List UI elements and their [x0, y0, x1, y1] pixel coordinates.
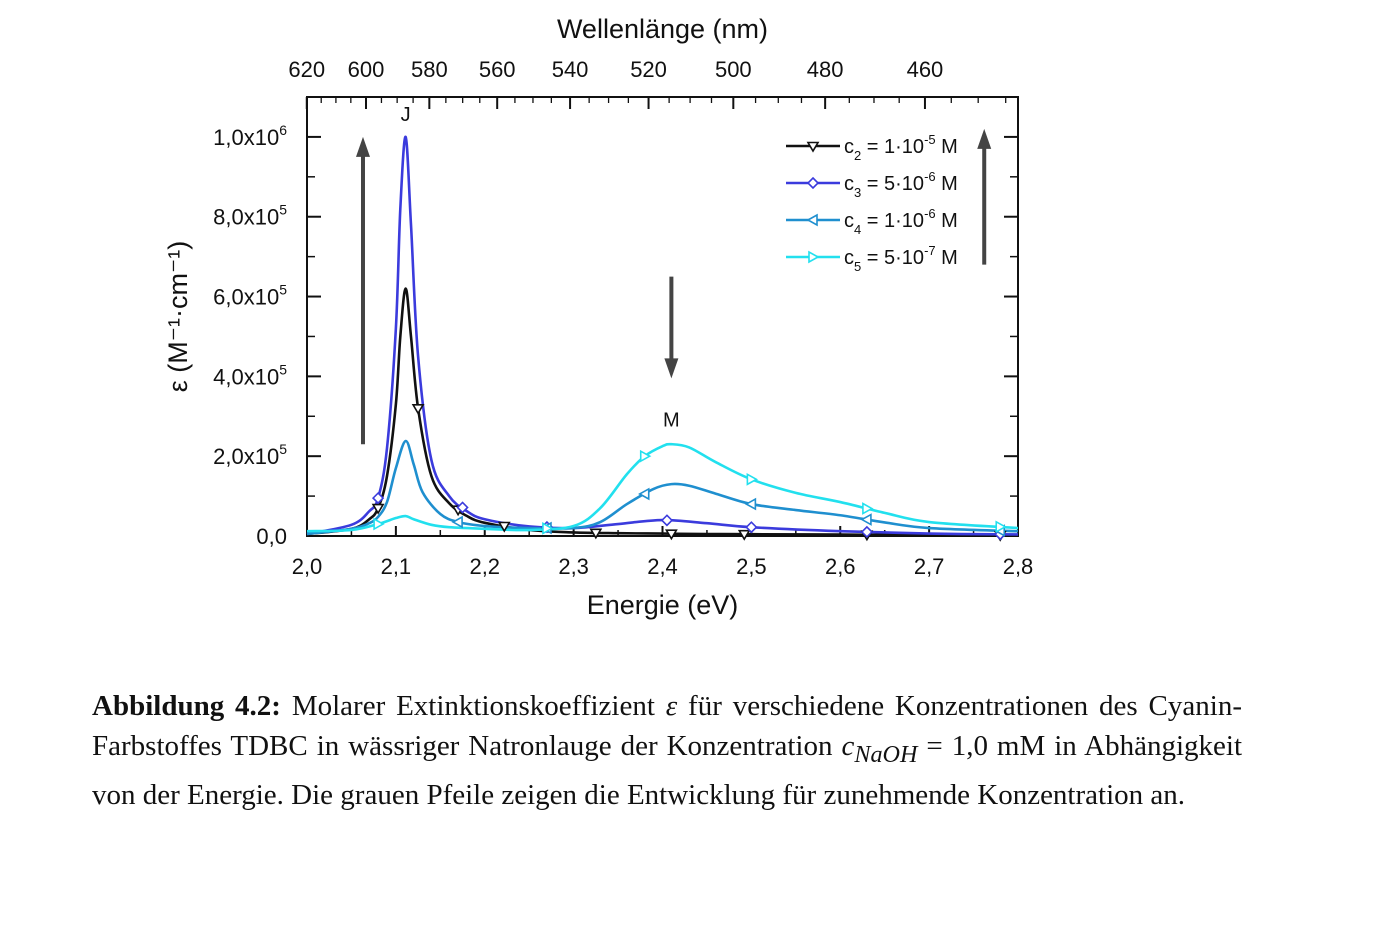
caption-text-3: = 1,0 mM in Abhängigkeit von der Energie… [92, 730, 1243, 811]
series-marker [660, 514, 674, 527]
series-line [306, 442, 1019, 533]
y-tick-label: 4,0x105 [213, 361, 287, 389]
x-axis-title: Energie (eV) [587, 590, 739, 620]
caption-epsilon-symbol: ε [665, 690, 678, 722]
top-tick-label: 600 [348, 57, 385, 82]
top-tick-label: 480 [807, 57, 844, 82]
series-marker [456, 501, 469, 514]
legend-entry: c3 = 5·10-6 M [844, 169, 958, 200]
extinction-chart: 2,0 2,1 2,2 2,3 2,4 2,5 2,6 2,7 2,8 0,0 2,0x105 4,0… [163, 14, 1034, 620]
legend-marker [806, 141, 820, 153]
series-marker [746, 472, 759, 486]
series-marker [542, 522, 554, 535]
series-marker [862, 502, 874, 515]
series-marker [639, 449, 652, 463]
top-tick-label: 460 [907, 57, 944, 82]
figure-caption: Abbildung 4.2: Molarer Extinktionskoeffi… [92, 686, 1242, 815]
series-marker [373, 517, 385, 531]
top-tick-label: 500 [715, 57, 752, 82]
x-tick-label: 2,4 [647, 554, 678, 579]
arrow-head [664, 358, 679, 379]
top-tick-label: 580 [411, 57, 448, 82]
x-tick-label: 2,1 [381, 554, 412, 579]
x-tick-label: 2,8 [1003, 554, 1034, 579]
top-tick-label: 620 [288, 57, 325, 82]
series-marker [744, 497, 757, 511]
legend-marker [806, 213, 818, 227]
y-tick-label: 2,0x105 [213, 441, 287, 469]
series-marker [745, 521, 758, 534]
x-tick-label: 2,6 [825, 554, 856, 579]
arrow-head [977, 128, 992, 149]
caption-label: Abbildung 4.2: [92, 690, 281, 722]
x-tick-label: 2,2 [469, 554, 500, 579]
series-marker [371, 503, 385, 515]
legend-entry: c5 = 5·10-7 M [844, 243, 958, 274]
y-tick-label: 8,0x105 [213, 202, 287, 230]
top-axis-title: Wellenlänge (nm) [557, 14, 768, 44]
series-marker [995, 520, 1007, 534]
series-marker [589, 528, 603, 540]
x-tick-label: 2,7 [914, 554, 945, 579]
series-marker [737, 529, 751, 541]
caption-math-var: c [841, 730, 855, 762]
top-tick-label: 520 [630, 57, 667, 82]
caption-text-2: für verschiedene Konzentrationen des Cya… [92, 690, 1242, 762]
series-marker [638, 487, 650, 501]
x-tick-label: 2,3 [558, 554, 589, 579]
caption-math-sub: NaOH [854, 740, 918, 768]
y-tick-label: 6,0x105 [213, 282, 287, 310]
top-tick-label: 540 [552, 57, 589, 82]
series-marker [497, 521, 511, 533]
series-marker [860, 513, 872, 526]
plot-frame [306, 96, 1019, 537]
legend-marker [808, 250, 820, 264]
series-marker [371, 491, 385, 505]
x-tick-label: 2,5 [736, 554, 767, 579]
legend-entry: c2 = 1·10-5 M [844, 132, 958, 163]
series-marker [860, 525, 874, 539]
legend-entry: c4 = 1·10-6 M [844, 206, 958, 237]
arrow-head [355, 136, 370, 157]
x-tick-label: 2,0 [292, 554, 323, 579]
series-line [306, 135, 1019, 536]
band-annotation: M [663, 409, 680, 431]
series-marker [411, 403, 425, 415]
legend-marker [806, 176, 820, 190]
y-axis-title: ε (M⁻¹·cm⁻¹) [163, 241, 193, 392]
band-annotation: J [401, 104, 411, 126]
y-tick-label: 0,0 [256, 524, 287, 549]
top-tick-label: 560 [479, 57, 516, 82]
y-tick-label: 1,0x106 [213, 122, 287, 150]
series-marker [664, 529, 678, 541]
caption-text-1: Molarer Extinktionskoeffizient [280, 690, 666, 722]
series-marker [451, 515, 463, 529]
